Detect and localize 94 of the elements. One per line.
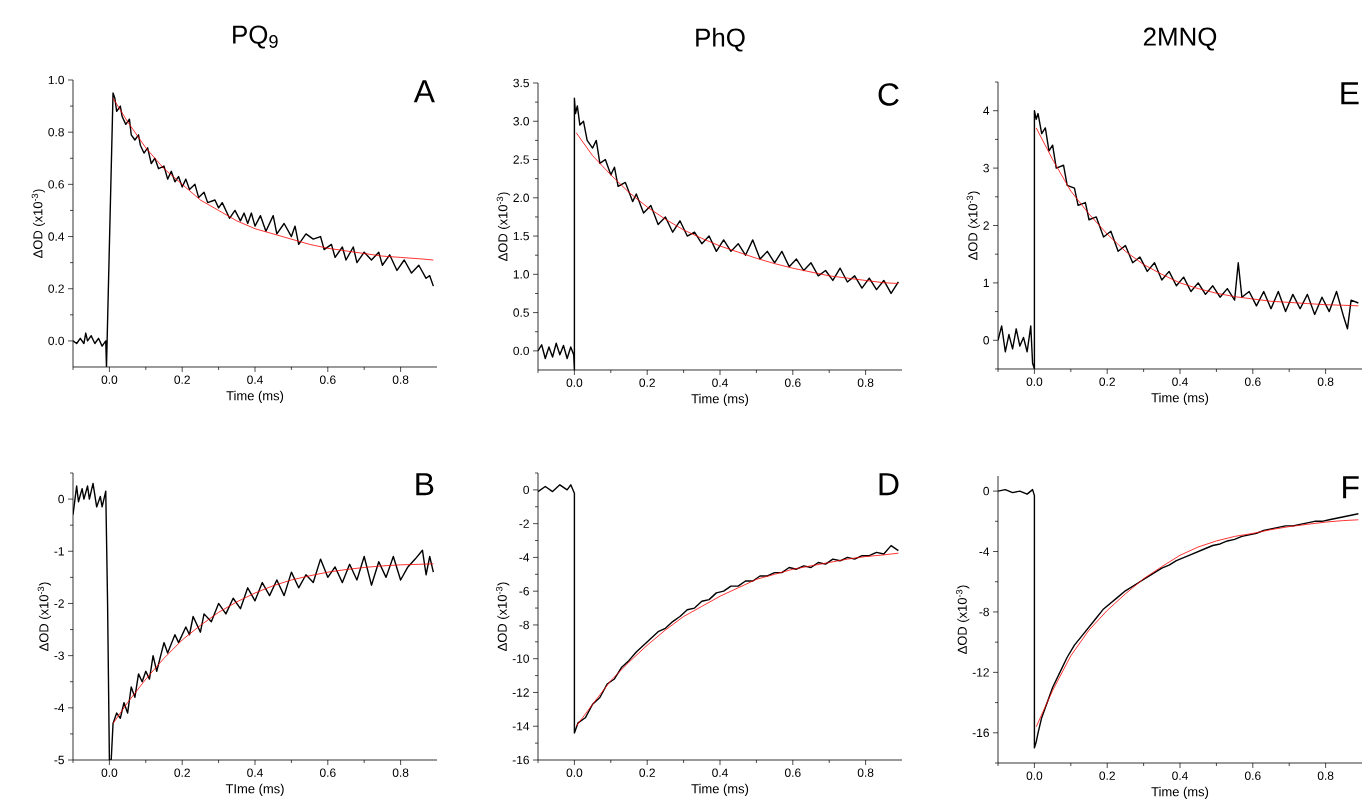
y-tick-label: 0 (983, 486, 990, 496)
y-tick-label: -4 (979, 547, 990, 556)
x-axis-title: Time (ms) (691, 783, 749, 796)
y-tick-label: -3 (54, 651, 64, 660)
y-tick-label: -4 (54, 703, 65, 712)
y-tick-label: 0 (58, 494, 65, 504)
y-tick-label: -1 (54, 547, 64, 556)
x-tick-label: 0.4 (712, 768, 728, 777)
x-tick-label: 0.4 (1172, 771, 1188, 780)
y-tick-label: -16 (972, 728, 989, 738)
x-tick-label: 0.6 (319, 768, 336, 777)
x-tick-label: 0.0 (1026, 771, 1043, 780)
y-tick-label: -6 (519, 586, 529, 596)
chart-title: PhQ (696, 27, 745, 52)
x-tick-label: 0.8 (1317, 377, 1334, 386)
x-tick-label: 0.0 (566, 378, 583, 387)
annotation: E (1341, 82, 1359, 105)
x-tick-label: 0.0 (101, 768, 118, 777)
y-tick-label: 1.0 (48, 75, 65, 85)
y-tick-label: -12 (972, 668, 989, 677)
x-tick-label: 0.4 (247, 375, 263, 384)
x-tick-label: 0.8 (1317, 771, 1334, 780)
y-tick-label: -8 (979, 607, 989, 617)
x-axis-title: Time (ms) (226, 390, 284, 403)
annotation: A (413, 80, 435, 103)
x-tick-label: 0.4 (247, 768, 263, 777)
y-axis-title: ΔOD (x10$^{-3}$) (496, 192, 511, 261)
x-tick-label: 0.0 (566, 768, 583, 777)
annotation: D (879, 473, 899, 496)
y-tick-label: 2.0 (513, 193, 530, 203)
y-tick-label: -4 (519, 553, 530, 562)
y-axis-title: ΔOD (x10$^{-3}$) (956, 585, 970, 654)
x-tick-label: 0.2 (639, 378, 655, 387)
line-series (1035, 519, 1359, 728)
line-series (112, 563, 434, 724)
y-tick-label: 0 (983, 336, 990, 345)
y-tick-label: -2 (54, 599, 64, 608)
y-axis-title: ΔOD (x10$^{-3}$) (496, 582, 510, 651)
x-tick-label: 0.2 (639, 768, 655, 777)
x-tick-label: 0.6 (319, 375, 336, 384)
x-tick-label: 0.0 (1026, 377, 1043, 386)
x-axis-title: Time (ms) (1151, 392, 1209, 405)
y-tick-label: 0.8 (48, 127, 64, 137)
x-tick-label: 0.8 (392, 768, 409, 777)
line-series (1035, 127, 1359, 307)
y-tick-label: 3.0 (513, 117, 530, 126)
y-tick-label: 0.0 (48, 336, 65, 346)
y-tick-label: 0.6 (48, 180, 64, 189)
x-tick-label: 0.2 (174, 768, 190, 777)
x-tick-label: 0.6 (1244, 377, 1261, 386)
y-tick-label: -8 (519, 620, 529, 630)
x-tick-label: 0.8 (857, 378, 874, 387)
y-tick-label: 0.5 (513, 308, 529, 317)
annotation: F (1343, 476, 1359, 499)
y-tick-label: -5 (54, 755, 64, 765)
x-tick-label: 0.6 (784, 768, 801, 777)
x-tick-label: 0.6 (784, 378, 801, 387)
y-tick-label: 0.2 (48, 284, 64, 293)
y-tick-label: 0.0 (513, 346, 530, 356)
x-axis-title: TIme (ms) (225, 783, 284, 796)
y-tick-label: 0 (523, 485, 530, 495)
y-tick-label: 0.4 (48, 232, 65, 241)
line-series (575, 552, 899, 727)
y-axis-title: ΔOD (x10$^{-3}$) (966, 191, 981, 260)
y-tick-label: -10 (512, 654, 530, 663)
x-tick-label: 0.2 (1099, 771, 1115, 780)
x-tick-label: 0.2 (174, 375, 190, 384)
x-tick-label: 0.8 (392, 375, 409, 384)
x-tick-label: 0.4 (712, 378, 728, 387)
chart-title: PQ$_{9}$ (233, 25, 278, 49)
y-tick-label: -14 (512, 722, 530, 731)
y-tick-label: 3.5 (513, 78, 529, 88)
y-axis-title: ΔOD (x10$^{-3}$) (31, 189, 46, 258)
annotation: B (416, 473, 434, 496)
y-tick-label: -12 (512, 688, 529, 697)
y-tick-label: -16 (512, 755, 529, 765)
y-tick-label: 4 (983, 106, 990, 115)
x-tick-label: 0.0 (101, 375, 118, 384)
y-tick-label: 3 (983, 163, 989, 173)
x-tick-label: 0.8 (857, 768, 874, 777)
chart-title: 2MNQ (1143, 27, 1217, 51)
y-tick-label: 2.5 (513, 155, 529, 164)
x-axis-title: Time (ms) (1151, 786, 1209, 799)
y-tick-label: 1 (983, 278, 989, 288)
y-tick-label: 1.5 (513, 231, 529, 241)
x-axis-title: Time (ms) (691, 393, 749, 406)
y-tick-label: 1.0 (513, 270, 530, 279)
y-axis-title: ΔOD (x10$^{-3}$) (37, 582, 52, 651)
y-tick-label: 2 (983, 221, 989, 230)
y-tick-label: -2 (519, 519, 529, 528)
x-tick-label: 0.6 (1244, 771, 1261, 780)
x-tick-label: 0.4 (1172, 377, 1188, 386)
x-tick-label: 0.2 (1099, 377, 1115, 386)
annotation: C (878, 83, 899, 106)
